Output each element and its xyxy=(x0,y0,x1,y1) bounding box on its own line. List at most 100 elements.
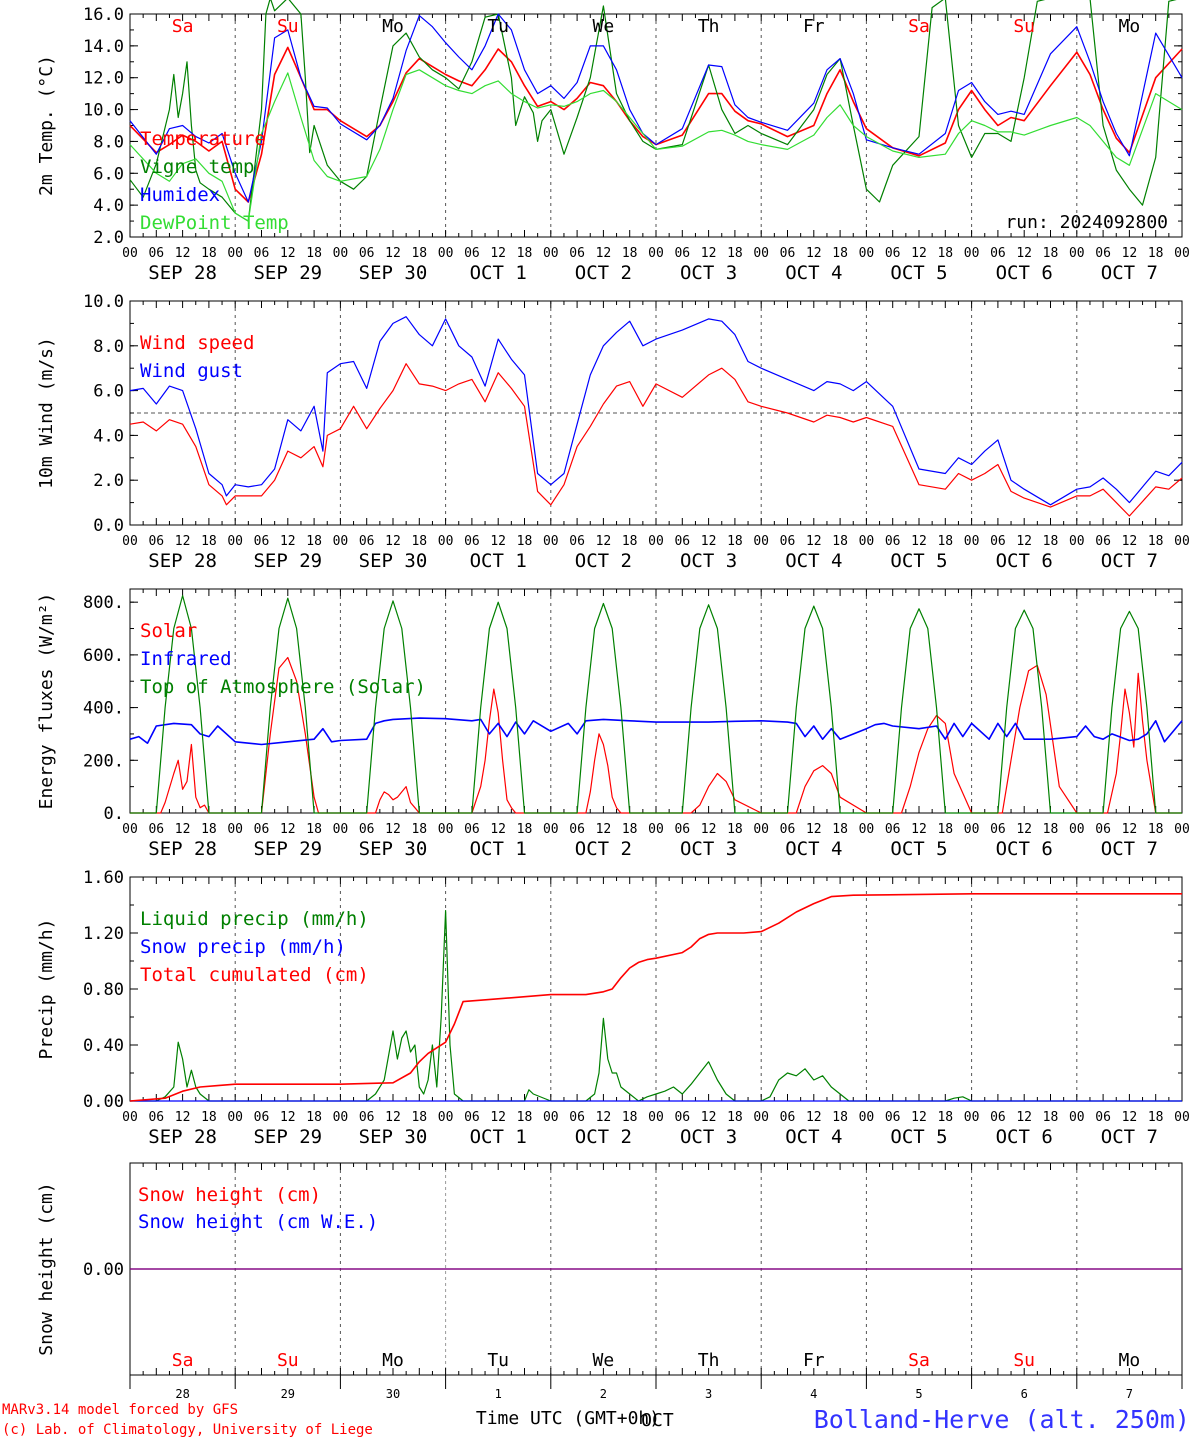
hour-tick-label: 00 xyxy=(648,822,664,837)
hour-tick-label: 18 xyxy=(622,822,638,837)
hour-tick-label: 00 xyxy=(1174,822,1190,837)
hour-tick-label: 18 xyxy=(201,246,217,261)
day-label: SEP 28 xyxy=(148,262,217,284)
hour-tick-label: 00 xyxy=(122,534,138,549)
hour-tick-label: 18 xyxy=(517,1110,533,1125)
day-label: OCT 2 xyxy=(575,1126,632,1148)
hour-tick-label: 06 xyxy=(990,1110,1006,1125)
day-label: OCT 1 xyxy=(470,262,527,284)
hour-tick-label: 06 xyxy=(674,246,690,261)
hour-tick-label: 12 xyxy=(1122,534,1138,549)
day-label: OCT 2 xyxy=(575,838,632,860)
hour-tick-label: 06 xyxy=(569,822,585,837)
hour-tick-label: 12 xyxy=(175,246,191,261)
hour-tick-label: 00 xyxy=(438,822,454,837)
hour-tick-label: 12 xyxy=(175,822,191,837)
hour-tick-label: 06 xyxy=(148,246,164,261)
hour-tick-label: 12 xyxy=(596,822,612,837)
hour-tick-label: 06 xyxy=(1095,1110,1111,1125)
hour-tick-label: 12 xyxy=(1016,246,1032,261)
hour-tick-label: 18 xyxy=(727,246,743,261)
day-number: 4 xyxy=(810,1387,817,1401)
day-number: 7 xyxy=(1126,1387,1133,1401)
hour-tick-label: 18 xyxy=(517,822,533,837)
hour-tick-label: 06 xyxy=(254,1110,270,1125)
hour-tick-label: 12 xyxy=(1122,1110,1138,1125)
y-tick-label: 14.0 xyxy=(83,37,124,57)
series-line-temperature xyxy=(129,46,1183,203)
hour-tick-label: 00 xyxy=(753,822,769,837)
day-label: OCT 5 xyxy=(890,262,947,284)
series-line-wind-speed xyxy=(129,363,1183,517)
y-tick-label: 1.60 xyxy=(83,868,124,888)
legend-entry: Temperature xyxy=(140,128,266,150)
day-label: OCT 2 xyxy=(575,550,632,572)
hour-tick-label: 06 xyxy=(1095,246,1111,261)
weekday-label: Su xyxy=(277,16,299,37)
hour-tick-label: 00 xyxy=(122,246,138,261)
hour-tick-label: 06 xyxy=(359,534,375,549)
series-line-top-of-atmosphere-solar- xyxy=(130,594,1182,814)
hour-tick-label: 18 xyxy=(201,1110,217,1125)
hour-tick-label: 00 xyxy=(1069,534,1085,549)
hour-tick-label: 18 xyxy=(306,534,322,549)
hour-tick-label: 06 xyxy=(990,822,1006,837)
y-axis-title: Snow height (cm) xyxy=(36,1182,57,1355)
hour-tick-label: 18 xyxy=(832,822,848,837)
run-annotation: run: 2024092800 xyxy=(1005,212,1168,233)
model-credit: MARv3.14 model forced by GFS xyxy=(2,1402,238,1418)
hour-tick-label: 18 xyxy=(411,534,427,549)
hour-tick-label: 18 xyxy=(411,822,427,837)
y-tick-label: 0.0 xyxy=(93,516,124,536)
day-number: 5 xyxy=(915,1387,922,1401)
legend-entry: Solar xyxy=(140,620,197,642)
hour-tick-label: 06 xyxy=(359,1110,375,1125)
hour-tick-label: 18 xyxy=(517,246,533,261)
day-label: OCT 5 xyxy=(890,838,947,860)
hour-tick-label: 12 xyxy=(1016,822,1032,837)
hour-tick-label: 00 xyxy=(122,822,138,837)
panels: 2.04.06.08.010.012.014.016.02m Temp. (°C… xyxy=(36,0,1190,1431)
hour-tick-label: 18 xyxy=(937,246,953,261)
hour-tick-label: 12 xyxy=(701,1110,717,1125)
day-label: OCT 6 xyxy=(996,550,1053,572)
hour-tick-label: 00 xyxy=(1069,822,1085,837)
hour-tick-label: 18 xyxy=(937,534,953,549)
hour-tick-label: 12 xyxy=(701,534,717,549)
day-label: OCT 3 xyxy=(680,838,737,860)
y-tick-label: 800. xyxy=(83,593,124,613)
hour-tick-label: 12 xyxy=(385,822,401,837)
y-tick-label: 0.80 xyxy=(83,980,124,1000)
hour-tick-label: 00 xyxy=(333,1110,349,1125)
hour-tick-label: 18 xyxy=(1148,246,1164,261)
legend-entry: DewPoint Temp xyxy=(140,212,289,234)
hour-tick-label: 18 xyxy=(1043,1110,1059,1125)
hour-tick-label: 00 xyxy=(1069,1110,1085,1125)
hour-tick-label: 00 xyxy=(648,246,664,261)
hour-tick-label: 12 xyxy=(490,822,506,837)
hour-tick-label: 00 xyxy=(648,1110,664,1125)
legend-entry: Snow height (cm W.E.) xyxy=(138,1211,378,1233)
hour-tick-label: 06 xyxy=(780,246,796,261)
y-tick-label: 10.0 xyxy=(83,292,124,312)
y-tick-label: 2.0 xyxy=(93,471,124,491)
hour-tick-label: 06 xyxy=(148,822,164,837)
hour-tick-label: 18 xyxy=(622,1110,638,1125)
hour-tick-label: 00 xyxy=(333,246,349,261)
hour-tick-label: 18 xyxy=(727,1110,743,1125)
hour-tick-label: 18 xyxy=(517,534,533,549)
lab-credit: (c) Lab. of Climatology, University of L… xyxy=(2,1422,373,1438)
hour-tick-label: 12 xyxy=(596,534,612,549)
y-axis-title: Energy fluxes (W/m²) xyxy=(36,593,57,810)
day-label: OCT 6 xyxy=(996,838,1053,860)
hour-tick-label: 12 xyxy=(490,534,506,549)
day-label: SEP 29 xyxy=(253,262,322,284)
hour-tick-label: 06 xyxy=(990,246,1006,261)
hour-tick-label: 00 xyxy=(1174,246,1190,261)
hour-tick-label: 18 xyxy=(1043,534,1059,549)
series-line-solar xyxy=(130,656,1182,814)
weekday-label: We xyxy=(593,16,615,37)
hour-tick-label: 06 xyxy=(990,534,1006,549)
month-label: OCT xyxy=(641,1410,674,1431)
day-label: OCT 7 xyxy=(1101,838,1158,860)
